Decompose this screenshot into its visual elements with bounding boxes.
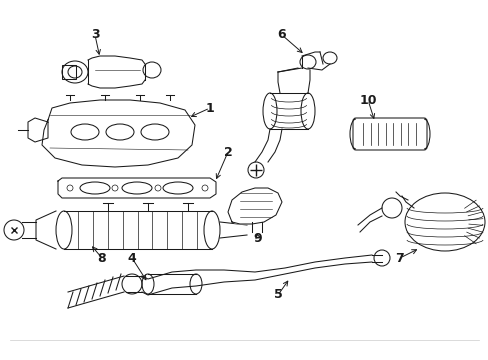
Text: 3: 3 <box>90 28 99 41</box>
Polygon shape <box>227 188 282 224</box>
Text: 8: 8 <box>98 252 106 265</box>
Text: 7: 7 <box>395 252 404 265</box>
Text: 10: 10 <box>359 94 376 107</box>
Text: 9: 9 <box>253 231 262 244</box>
Text: 5: 5 <box>273 288 282 302</box>
Text: 6: 6 <box>277 28 286 41</box>
Text: 1: 1 <box>205 102 214 114</box>
Ellipse shape <box>141 124 169 140</box>
Ellipse shape <box>122 182 152 194</box>
Ellipse shape <box>163 182 193 194</box>
Text: 2: 2 <box>223 145 232 158</box>
Polygon shape <box>42 100 195 167</box>
Polygon shape <box>58 178 216 198</box>
Text: 4: 4 <box>127 252 136 265</box>
Ellipse shape <box>71 124 99 140</box>
Ellipse shape <box>80 182 110 194</box>
Ellipse shape <box>106 124 134 140</box>
